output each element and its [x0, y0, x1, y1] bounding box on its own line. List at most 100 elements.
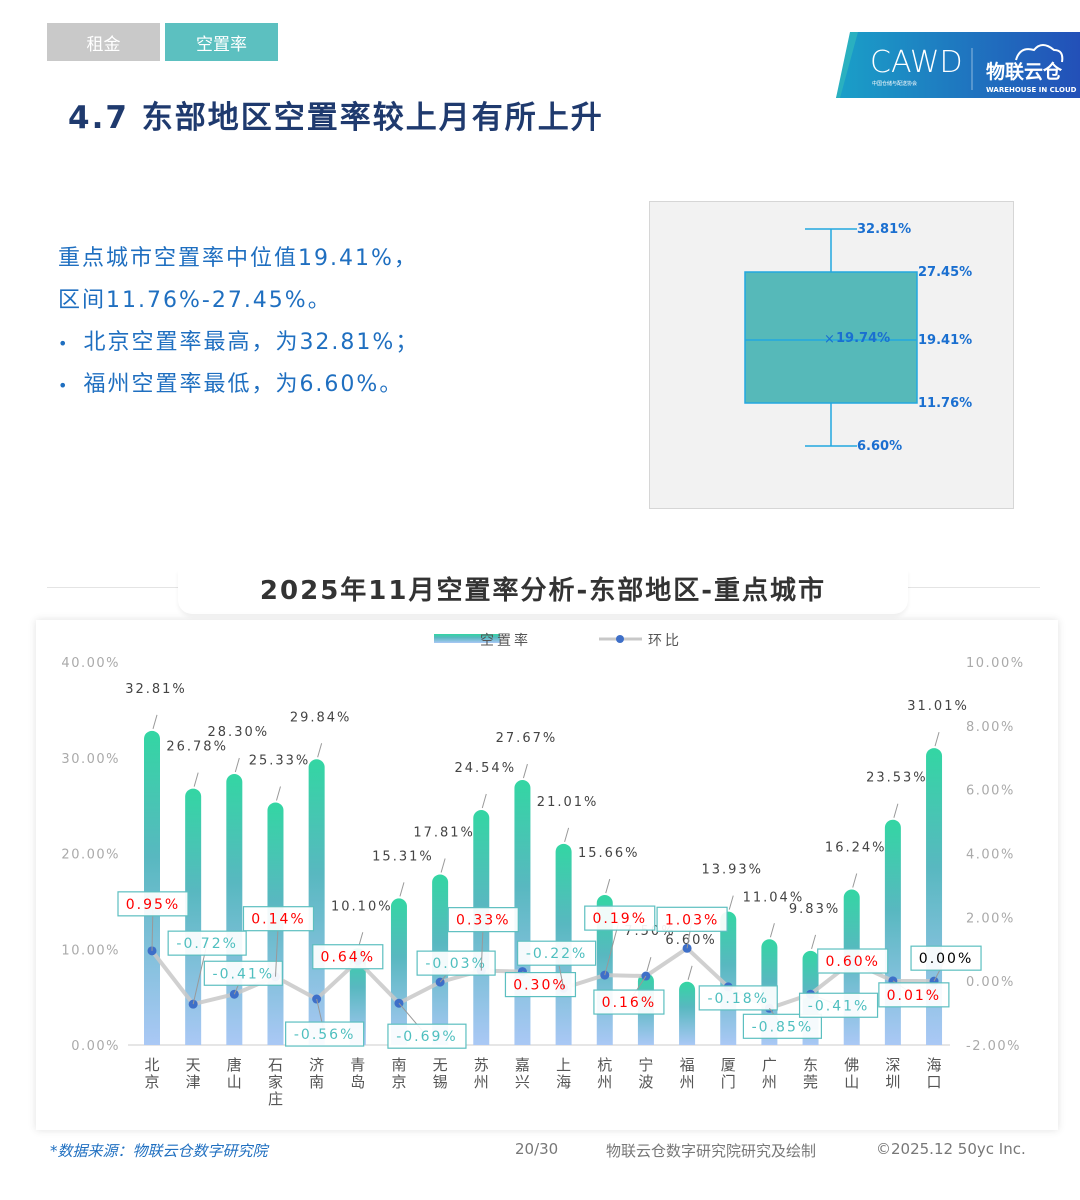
mom-value-label: -0.56% [294, 1027, 356, 1043]
bar-label-leader [564, 827, 570, 842]
x-tick-label: 宁 [638, 1056, 653, 1074]
svg-text:CAWD: CAWD [870, 45, 963, 80]
x-tick-label: 北 [144, 1056, 159, 1074]
chart-title: 2025年11月空置率分析-东部地区-重点城市 [178, 570, 908, 614]
bar-label-leader [522, 763, 528, 779]
bar-label-leader [358, 932, 364, 947]
bar-label-leader [234, 757, 240, 773]
bar-value-label: 16.24% [825, 841, 887, 856]
x-tick-label: 州 [474, 1073, 489, 1091]
bar-label-leader [852, 873, 858, 888]
y-right-tick: 6.00% [966, 784, 1015, 799]
x-tick-label: 海 [927, 1056, 942, 1074]
mom-value-label: 0.01% [887, 988, 941, 1004]
bar-value-label: 15.66% [578, 846, 640, 861]
bar-value-label: 26.78% [166, 740, 228, 755]
x-tick-label: 庄 [268, 1090, 283, 1108]
mom-value-label: 0.60% [825, 954, 879, 970]
bar-label-leader [440, 858, 446, 873]
summary-text: 福州空置率最低，为6.60%。 [83, 372, 404, 397]
mean-label: 19.74% [836, 331, 891, 346]
bar-label-leader [893, 803, 899, 818]
mom-value-label: 0.16% [602, 995, 656, 1011]
x-tick-label: 南 [391, 1056, 406, 1074]
mom-label-box [312, 944, 384, 970]
x-tick-label: 津 [186, 1073, 201, 1091]
bar-value-label: 29.84% [290, 710, 352, 725]
bar-label-leader [687, 965, 693, 980]
iqr-box [744, 271, 918, 404]
x-tick-label: 佛 [844, 1056, 859, 1074]
bar-value-label: 32.81% [125, 682, 187, 697]
bar-label-leader [646, 957, 652, 972]
x-tick-label: 京 [144, 1073, 159, 1091]
x-tick-label: 海 [556, 1073, 571, 1091]
bar-label-leader [399, 882, 405, 897]
mom-label-box [910, 945, 982, 971]
bar-label-leader [275, 786, 281, 801]
boxplot: × 32.81% 27.45% 19.74% 19.41% 11.76% 6.6… [649, 201, 1014, 509]
bar-label-leader [769, 923, 775, 938]
x-tick-label: 口 [927, 1073, 942, 1091]
tab-rent[interactable]: 租金 [47, 23, 160, 61]
q1-label: 11.76% [918, 396, 973, 411]
mom-dot [600, 970, 610, 980]
summary-bullet: • 北京空置率最高，为32.81%； [58, 330, 420, 355]
x-tick-label: 福 [680, 1056, 695, 1074]
mom-value-label: -0.03% [425, 956, 487, 972]
x-tick-label: 杭 [597, 1056, 612, 1074]
bar-value-label: 31.01% [907, 699, 969, 714]
mom-label-box [504, 971, 577, 998]
bar [185, 788, 202, 1045]
tab-vacancy[interactable]: 空置率 [165, 23, 278, 61]
bar-label-leader [811, 934, 817, 950]
data-source: *数据来源：物联云仓数字研究院 [50, 1142, 268, 1160]
bar-value-label: 21.01% [537, 795, 599, 810]
bar-value-label: 15.31% [372, 849, 434, 864]
x-tick-label: 锡 [433, 1073, 448, 1091]
x-tick-label: 东 [803, 1056, 818, 1074]
mom-label-box [742, 1013, 823, 1039]
mom-value-label: -0.22% [526, 946, 588, 962]
legend-line-dot [616, 635, 624, 643]
bar [226, 774, 243, 1045]
y-left-tick: 30.00% [61, 752, 120, 767]
bar-value-label: 11.04% [743, 890, 805, 905]
summary-text: 北京空置率最高，为32.81%； [83, 330, 420, 355]
x-tick-label: 兴 [515, 1073, 530, 1091]
mom-value-label: -0.85% [752, 1019, 814, 1035]
x-tick-label: 圳 [885, 1073, 900, 1091]
x-tick-label: 济 [309, 1056, 324, 1074]
mom-value-label: 0.95% [126, 897, 180, 913]
mom-label-box [167, 930, 247, 956]
median-label: 19.41% [918, 333, 973, 348]
mom-value-label: 0.33% [456, 913, 510, 929]
summary-line: 重点城市空置率中位值19.41%， [58, 246, 418, 271]
bar-value-label: 23.53% [866, 771, 928, 786]
mom-label-box [447, 907, 519, 933]
summary-bullet: • 福州空置率最低，为6.60%。 [58, 372, 404, 397]
x-tick-label: 州 [762, 1073, 777, 1091]
mom-label-box [242, 906, 315, 932]
bar-value-label: 13.93% [701, 863, 763, 878]
bar-value-label: 28.30% [208, 725, 270, 740]
x-tick-label: 无 [433, 1056, 448, 1074]
x-tick-label: 广 [762, 1056, 777, 1074]
bar [390, 898, 407, 1045]
page-number: 20/30 [515, 1140, 559, 1158]
svg-text:中国仓储与配送协会: 中国仓储与配送协会 [872, 80, 917, 87]
mom-label-box [817, 948, 889, 974]
vacancy-chart: 空置率 环比 0.00% 10.00% 20.00% 30.00% 40.00% -2.00%… [61, 632, 1023, 1108]
x-tick-label: 州 [597, 1073, 612, 1091]
svg-text:WAREHOUSE IN CLOUD: WAREHOUSE IN CLOUD [986, 86, 1077, 94]
y-left-tick: 20.00% [61, 848, 120, 863]
bar-value-label: 25.33% [249, 753, 311, 768]
bar-value-label: 27.67% [496, 731, 558, 746]
mom-label-box [117, 891, 189, 917]
x-tick-label: 南 [309, 1073, 324, 1091]
chart-card: 空置率 环比 0.00% 10.00% 20.00% 30.00% 40.00% -2.00%… [36, 620, 1058, 1130]
bar [144, 730, 160, 1045]
x-tick-label: 厦 [721, 1056, 736, 1074]
legend-bar-swatch [434, 634, 500, 643]
copyright: ©2025.12 50yc Inc. [876, 1140, 1026, 1158]
